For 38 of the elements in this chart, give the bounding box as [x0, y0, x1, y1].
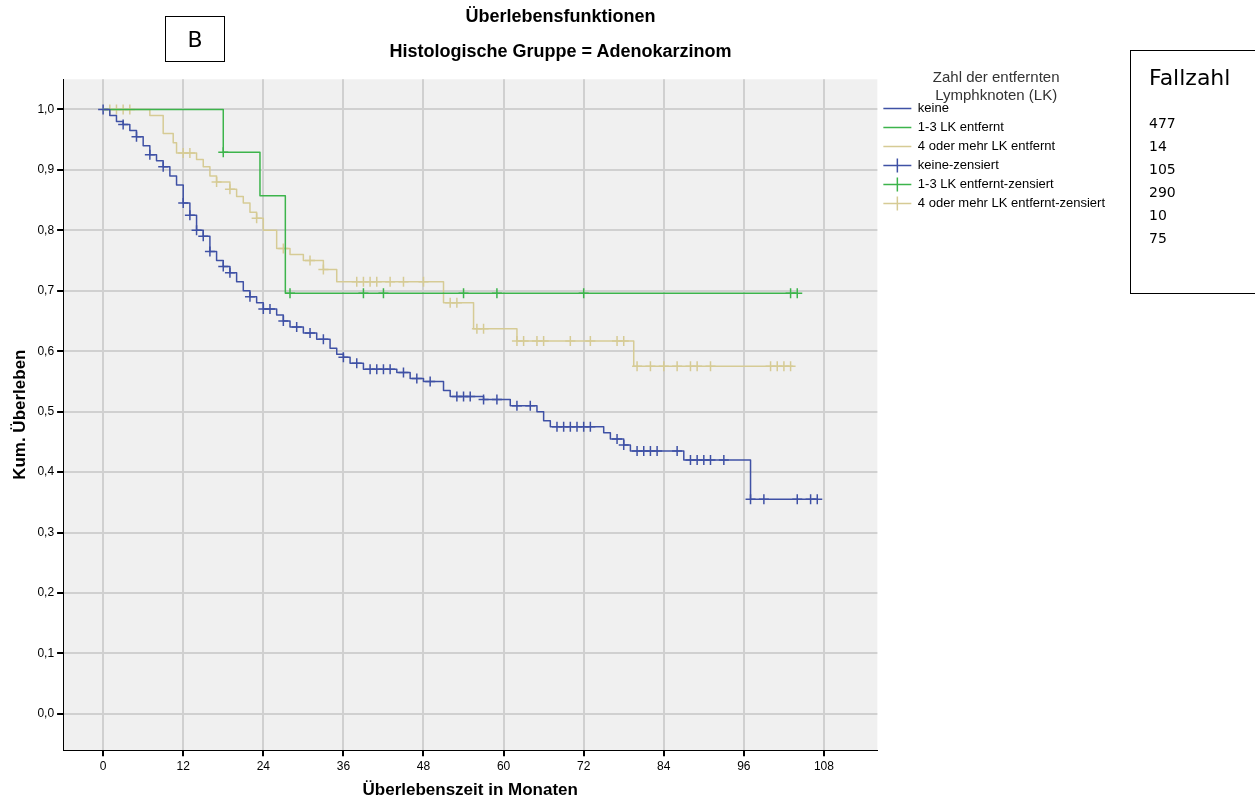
text: 14	[1149, 137, 1168, 156]
y-axis-title: Kum. Überleben	[9, 349, 29, 480]
text: 105	[1149, 160, 1177, 179]
y-tick-label: 0,4	[37, 464, 55, 479]
chart-title: Überlebensfunktionen	[465, 5, 656, 26]
legend-label: 1-3 LK entfernt	[917, 119, 1005, 135]
y-tick-label: 0,0	[37, 706, 55, 721]
x-tick-label: 108	[813, 758, 835, 773]
y-tick-label: 0,7	[37, 283, 55, 298]
x-tick-label: 36	[336, 758, 351, 773]
text: 290	[1149, 183, 1177, 202]
text: Fallzahl	[1149, 65, 1232, 90]
x-tick-label: 12	[176, 758, 191, 773]
legend-label: 4 oder mehr LK entfernt	[917, 138, 1056, 154]
x-tick-label: 48	[416, 758, 431, 773]
x-tick-label: 96	[737, 758, 751, 773]
text: 75	[1149, 229, 1168, 248]
y-tick-label: 0,9	[37, 162, 55, 177]
y-tick-label: 0,6	[37, 343, 55, 358]
x-tick-label: 72	[577, 758, 591, 773]
legend-label: 4 oder mehr LK entfernt-zensiert	[917, 195, 1106, 211]
legend-label: keine-zensiert	[917, 157, 1000, 173]
x-axis-title: Überlebenszeit in Monaten	[362, 780, 578, 800]
text: 10	[1149, 206, 1168, 225]
y-tick-label: 0,8	[37, 222, 55, 237]
y-tick-label: 0,2	[37, 585, 55, 600]
y-tick-label: 0,1	[37, 645, 55, 660]
chart-subtitle: Histologische Gruppe = Adenokarzinom	[389, 41, 732, 62]
y-tick-label: 0,5	[37, 403, 55, 418]
x-tick-label: 0	[99, 758, 107, 773]
x-tick-label: 60	[496, 758, 511, 773]
x-tick-label: 84	[657, 758, 671, 773]
y-tick-label: 1,0	[37, 101, 55, 116]
legend-label: 1-3 LK entfernt-zensiert	[917, 176, 1055, 192]
text: 477	[1149, 114, 1177, 133]
y-tick-label: 0,3	[37, 524, 55, 539]
text: B	[165, 16, 225, 62]
x-tick-label: 24	[256, 758, 271, 773]
